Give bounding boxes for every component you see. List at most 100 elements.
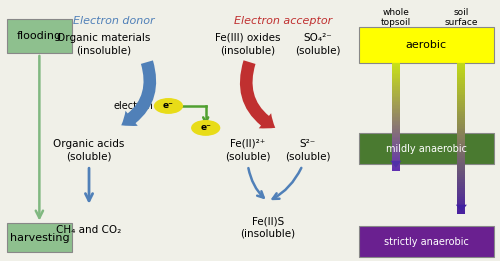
Text: Organic acids
(soluble): Organic acids (soluble) (54, 139, 125, 161)
Bar (392, 160, 400, 161)
Bar (458, 124, 466, 126)
Bar (458, 201, 466, 203)
Bar (458, 179, 466, 180)
Bar (458, 212, 466, 215)
Bar (392, 70, 400, 72)
Bar (458, 197, 466, 199)
Bar (458, 111, 466, 112)
Bar (392, 78, 400, 79)
FancyArrowPatch shape (390, 161, 402, 168)
Bar (458, 137, 466, 139)
Bar (458, 76, 466, 79)
Text: S²⁻
(soluble): S²⁻ (soluble) (284, 139, 330, 161)
Bar (458, 182, 466, 184)
Text: Electron donor: Electron donor (73, 16, 154, 26)
Text: harvesting: harvesting (10, 233, 69, 243)
Bar (392, 82, 400, 84)
Bar (392, 128, 400, 129)
Bar (392, 110, 400, 112)
Bar (458, 152, 466, 154)
Bar (392, 149, 400, 150)
Bar (392, 90, 400, 92)
Bar (458, 99, 466, 101)
Bar (392, 141, 400, 143)
Bar (458, 173, 466, 175)
Bar (392, 134, 400, 136)
Bar (458, 162, 466, 163)
Bar (458, 84, 466, 86)
Bar (458, 107, 466, 109)
Bar (392, 120, 400, 121)
Bar (458, 188, 466, 190)
Bar (392, 89, 400, 90)
FancyBboxPatch shape (358, 27, 494, 63)
Bar (392, 153, 400, 155)
Bar (458, 209, 466, 211)
Bar (392, 72, 400, 73)
Text: mildly anaerobic: mildly anaerobic (386, 144, 466, 153)
Text: aerobic: aerobic (406, 40, 446, 50)
Bar (458, 156, 466, 158)
Bar (392, 104, 400, 105)
Bar (392, 161, 400, 163)
Bar (392, 148, 400, 149)
FancyBboxPatch shape (358, 226, 494, 257)
Bar (392, 74, 400, 75)
Bar (392, 168, 400, 169)
Bar (458, 195, 466, 197)
Bar (392, 152, 400, 153)
Bar (458, 94, 466, 96)
Text: flooding: flooding (17, 31, 62, 41)
Bar (392, 77, 400, 78)
Bar (458, 128, 466, 129)
Text: SO₄²⁻
(soluble): SO₄²⁻ (soluble) (294, 33, 340, 55)
Text: Organic materials
(insoluble): Organic materials (insoluble) (57, 33, 150, 55)
Bar (392, 93, 400, 94)
Bar (392, 66, 400, 67)
Bar (458, 139, 466, 141)
Bar (458, 69, 466, 71)
Bar (392, 92, 400, 93)
Bar (392, 121, 400, 122)
Bar (392, 156, 400, 157)
Bar (458, 73, 466, 75)
Bar (392, 114, 400, 116)
Bar (458, 186, 466, 188)
Bar (458, 207, 466, 209)
Bar (458, 96, 466, 97)
Bar (458, 122, 466, 124)
Bar (392, 140, 400, 141)
Bar (458, 109, 466, 111)
Text: strictly anaerobic: strictly anaerobic (384, 236, 468, 247)
Bar (458, 211, 466, 212)
Circle shape (192, 121, 220, 135)
Bar (392, 109, 400, 110)
Text: e⁻: e⁻ (200, 123, 211, 132)
Circle shape (154, 99, 182, 113)
Bar (458, 148, 466, 150)
Bar (392, 155, 400, 156)
FancyArrowPatch shape (456, 205, 467, 212)
Bar (458, 150, 466, 152)
Bar (392, 102, 400, 104)
Bar (392, 97, 400, 98)
Bar (392, 144, 400, 145)
Bar (458, 135, 466, 137)
Bar (458, 154, 466, 156)
Bar (392, 87, 400, 89)
Bar (392, 116, 400, 117)
Bar (392, 106, 400, 108)
Bar (392, 138, 400, 140)
Bar (392, 164, 400, 165)
Bar (458, 205, 466, 207)
Bar (392, 117, 400, 118)
Text: electron: electron (114, 101, 154, 111)
Bar (392, 132, 400, 133)
Bar (392, 79, 400, 81)
Bar (458, 114, 466, 116)
Bar (392, 85, 400, 86)
Bar (458, 175, 466, 177)
Bar (458, 103, 466, 105)
Text: e⁻: e⁻ (163, 102, 174, 110)
Bar (458, 180, 466, 182)
